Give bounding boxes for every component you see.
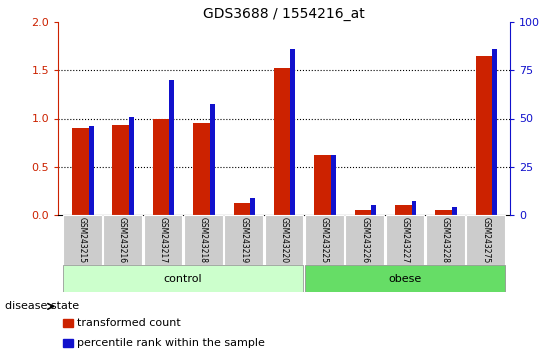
Bar xyxy=(210,104,215,215)
Text: GSM243226: GSM243226 xyxy=(360,217,369,263)
Text: GSM243225: GSM243225 xyxy=(320,217,329,263)
Bar xyxy=(193,123,213,215)
Bar xyxy=(395,205,415,215)
Bar xyxy=(113,125,133,215)
Bar xyxy=(89,126,93,215)
Bar xyxy=(466,215,505,265)
Text: GSM243218: GSM243218 xyxy=(199,217,208,263)
Bar xyxy=(426,215,465,265)
Bar xyxy=(153,119,173,215)
Bar xyxy=(386,215,424,265)
Bar xyxy=(314,155,334,215)
Bar xyxy=(492,49,497,215)
Text: GSM243228: GSM243228 xyxy=(441,217,450,263)
Text: GSM243275: GSM243275 xyxy=(481,217,490,263)
Bar xyxy=(291,49,295,215)
Bar xyxy=(371,205,376,215)
Text: GSM243216: GSM243216 xyxy=(118,217,127,263)
Text: disease state: disease state xyxy=(5,301,79,312)
Bar xyxy=(412,201,416,215)
Text: GSM243217: GSM243217 xyxy=(158,217,168,263)
Bar xyxy=(63,265,303,292)
Text: transformed count: transformed count xyxy=(77,318,181,328)
Text: GSM243220: GSM243220 xyxy=(280,217,288,263)
Bar xyxy=(72,128,92,215)
Text: control: control xyxy=(164,274,203,284)
Bar xyxy=(143,215,182,265)
Text: GSM243219: GSM243219 xyxy=(239,217,248,263)
Text: GSM243227: GSM243227 xyxy=(400,217,410,263)
Bar xyxy=(103,215,142,265)
Bar xyxy=(355,210,375,215)
Bar xyxy=(129,116,134,215)
Bar xyxy=(250,198,255,215)
Bar xyxy=(63,319,73,327)
Bar xyxy=(305,215,344,265)
Bar xyxy=(233,204,254,215)
Bar xyxy=(224,215,263,265)
Bar xyxy=(274,68,294,215)
Title: GDS3688 / 1554216_at: GDS3688 / 1554216_at xyxy=(203,7,365,21)
Bar xyxy=(331,155,336,215)
Bar xyxy=(169,80,174,215)
Bar xyxy=(452,207,457,215)
Bar xyxy=(63,215,101,265)
Bar xyxy=(63,339,73,347)
Bar xyxy=(345,215,384,265)
Bar xyxy=(305,265,505,292)
Bar xyxy=(265,215,303,265)
Text: percentile rank within the sample: percentile rank within the sample xyxy=(77,338,265,348)
Bar xyxy=(436,210,455,215)
Text: GSM243215: GSM243215 xyxy=(78,217,87,263)
Text: obese: obese xyxy=(389,274,421,284)
Bar xyxy=(476,56,496,215)
Bar xyxy=(184,215,223,265)
